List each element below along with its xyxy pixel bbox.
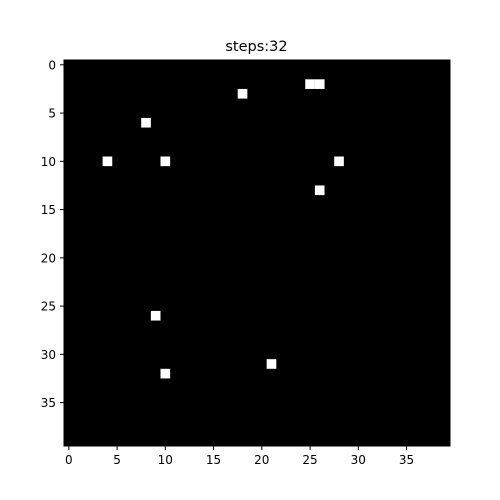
- cells-layer: [102, 79, 344, 379]
- plot-area: [64, 60, 450, 446]
- y-tick-label-0: 0: [48, 58, 56, 72]
- x-tick-label-0: 0: [65, 453, 73, 467]
- heatmap-cell-10-4: [102, 156, 113, 167]
- heatmap-cell-13-26: [314, 185, 325, 196]
- heatmap-cell-10-28: [334, 156, 344, 167]
- heatmap-cell-2-25: [305, 79, 315, 89]
- heatmap-cell-6-8: [141, 117, 151, 128]
- x-tick-label-35: 35: [399, 453, 414, 467]
- x-axis: 0 5 10 15 20 25 30 35: [65, 446, 414, 467]
- x-tick-label-10: 10: [158, 453, 173, 467]
- heatmap-cell-2-26: [314, 79, 325, 89]
- x-tick-label-15: 15: [206, 453, 221, 467]
- y-tick-label-30: 30: [41, 348, 56, 362]
- x-tick-label-5: 5: [113, 453, 121, 467]
- x-tick-label-20: 20: [254, 453, 269, 467]
- y-tick-label-25: 25: [41, 300, 56, 314]
- heatmap-cell-32-10: [160, 368, 171, 379]
- y-tick-label-15: 15: [41, 203, 56, 217]
- y-tick-label-20: 20: [41, 251, 56, 265]
- x-tick-label-30: 30: [351, 453, 366, 467]
- plot-frame: [63, 59, 451, 447]
- y-tick-label-35: 35: [41, 396, 56, 410]
- heatmap-cell-31-21: [266, 359, 277, 369]
- y-axis: 0 5 10 15 20 25 30 35: [41, 58, 64, 410]
- heatmap-cell-10-10: [160, 156, 171, 167]
- y-tick-label-5: 5: [48, 107, 56, 121]
- y-tick-label-10: 10: [41, 155, 56, 169]
- heatmap-cell-26-9: [150, 310, 161, 321]
- heatmap-cell-3-18: [237, 88, 248, 99]
- x-tick-label-25: 25: [302, 453, 317, 467]
- chart-title: steps:32: [225, 39, 287, 55]
